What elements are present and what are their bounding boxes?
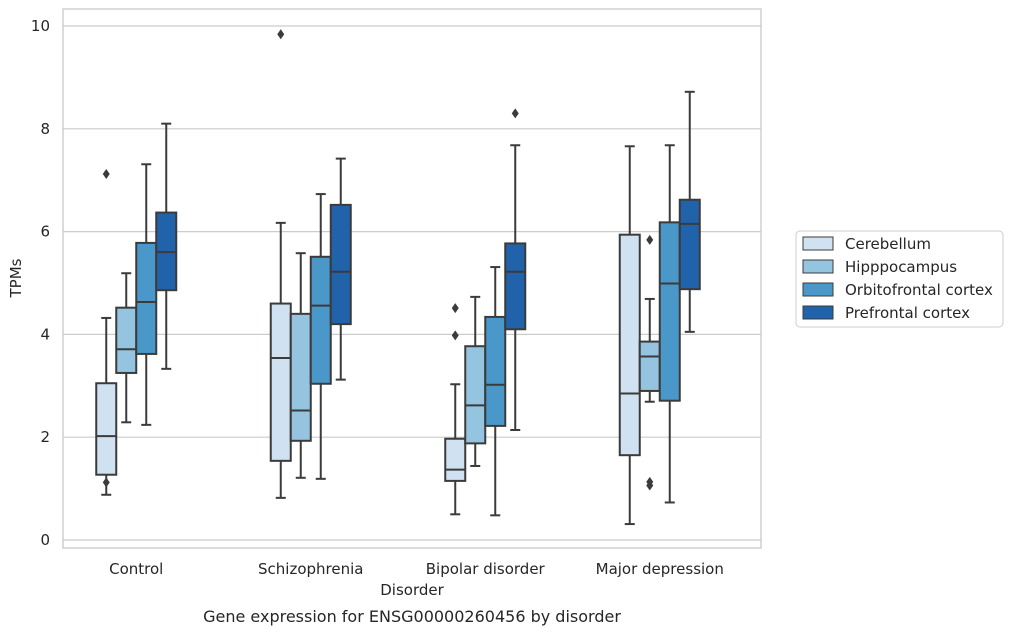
box-group	[618, 145, 641, 526]
box-group	[444, 303, 467, 516]
chart-caption: Gene expression for ENSG00000260456 by d…	[203, 607, 621, 626]
box-body	[115, 306, 138, 374]
box-group	[638, 234, 661, 491]
box-body	[329, 203, 352, 326]
box-body	[658, 221, 681, 402]
box-group	[329, 157, 352, 381]
box-group	[464, 295, 487, 467]
box-group	[658, 144, 681, 504]
y-tick-label: 6	[40, 223, 50, 241]
box-body	[309, 255, 332, 385]
legend-swatch	[802, 236, 834, 251]
outlier-point	[102, 169, 110, 180]
box-body	[269, 302, 292, 462]
x-tick-labels: Control Schizophrenia Bipolar disorder Majo…	[109, 560, 724, 578]
box-plots	[95, 29, 701, 526]
legend-label: Cerebellum	[845, 235, 931, 253]
x-axis-label: Disorder	[380, 581, 444, 599]
x-tick-label: Major depression	[596, 560, 724, 578]
outlier-point	[646, 480, 654, 491]
box-group	[289, 252, 312, 479]
box-body	[444, 437, 467, 482]
outlier-point	[277, 29, 285, 40]
box-body	[484, 315, 507, 427]
y-tick-labels: 0 2 4 6 8 10	[31, 17, 50, 549]
legend-label: Hipppocampus	[845, 258, 957, 276]
gridlines	[63, 25, 761, 541]
box-group	[269, 29, 292, 499]
x-tick-label: Schizophrenia	[258, 560, 363, 578]
x-tick-label: Control	[109, 560, 163, 578]
outlier-point	[451, 303, 459, 314]
y-tick-label: 10	[31, 17, 50, 35]
legend-frame	[795, 230, 1004, 328]
box-body	[504, 242, 527, 331]
y-tick-label: 0	[40, 531, 50, 549]
box-body	[464, 345, 487, 445]
box-group	[135, 163, 158, 426]
box-group	[504, 108, 527, 432]
y-tick-label: 8	[40, 120, 50, 138]
outlier-point	[102, 477, 110, 488]
legend: Cerebellum Hipppocampus Orbitofrontal cort…	[795, 230, 1004, 328]
legend-label: Orbitofrontal cortex	[845, 281, 993, 299]
legend-label: Prefrontal cortex	[845, 304, 970, 322]
box-body	[638, 340, 661, 392]
box-group	[484, 266, 507, 517]
outlier-point	[646, 234, 654, 245]
legend-swatch	[802, 305, 834, 320]
box-body	[618, 233, 641, 457]
box-group	[115, 272, 138, 424]
plot-frame	[62, 8, 762, 549]
y-tick-label: 4	[40, 325, 50, 343]
box-body	[678, 198, 701, 291]
box-group	[155, 122, 178, 370]
box-group	[95, 169, 118, 496]
box-body	[289, 312, 312, 442]
x-tick-label: Bipolar disorder	[426, 560, 546, 578]
y-axis-label: TPMs	[7, 258, 25, 298]
box-body	[95, 382, 118, 476]
outlier-point	[511, 108, 519, 119]
y-tick-label: 2	[40, 428, 50, 446]
box-group	[678, 90, 701, 333]
legend-swatch	[802, 282, 834, 297]
box-body	[135, 241, 158, 355]
outlier-point	[451, 330, 459, 341]
box-group	[309, 193, 332, 480]
legend-swatch	[802, 259, 834, 274]
